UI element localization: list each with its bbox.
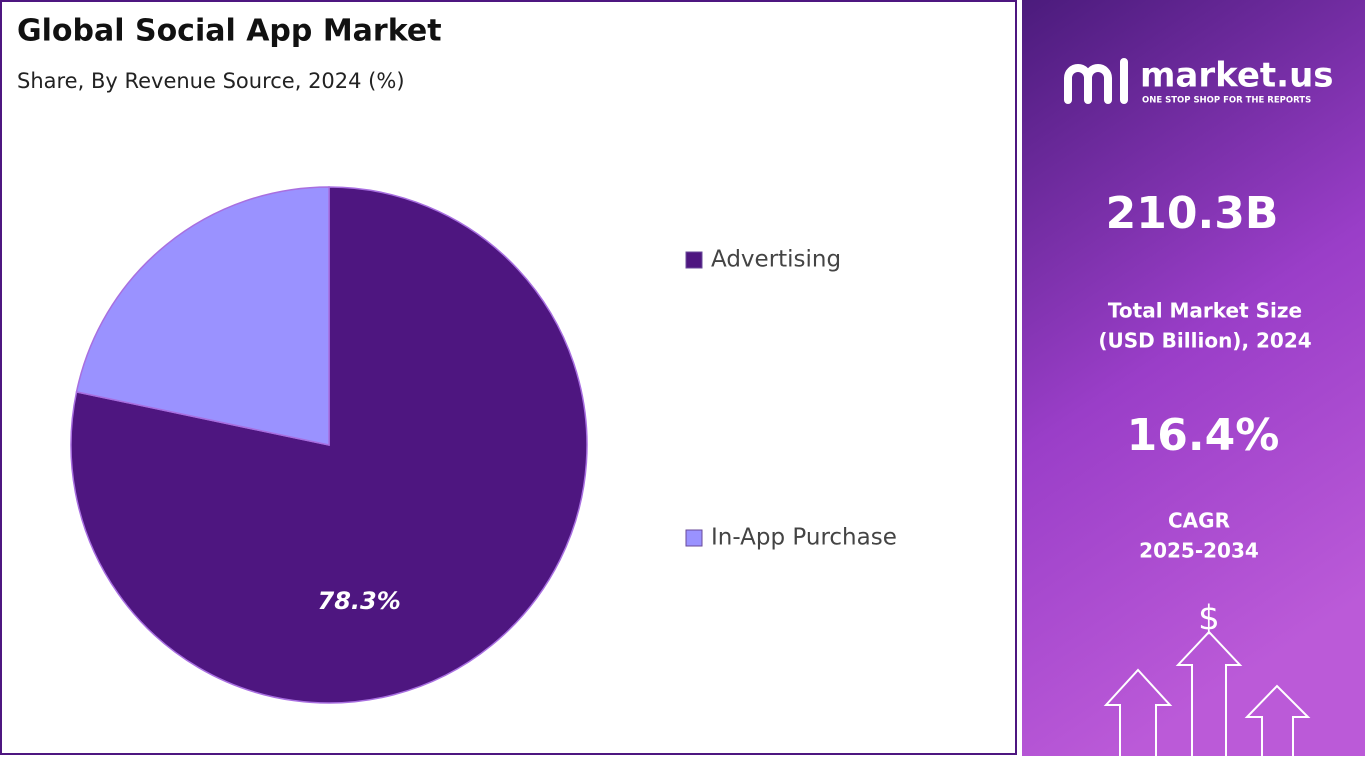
pie-slice	[75, 186, 330, 446]
legend-swatch	[685, 529, 703, 547]
chart-title: Global Social App Market	[17, 14, 442, 49]
growth-arrows	[1103, 630, 1311, 756]
chart-subtitle: Share, By Revenue Source, 2024 (%)	[17, 69, 405, 93]
brand-tagline: ONE STOP SHOP FOR THE REPORTS	[1142, 96, 1311, 106]
legend-label: In-App Purchase	[711, 525, 897, 551]
data-label: 78.3%	[318, 587, 401, 615]
stat-value: 16.4%	[1127, 410, 1280, 461]
legend-label: Advertising	[711, 247, 841, 273]
brand-name: market.us	[1140, 56, 1334, 96]
stat-label: (USD Billion), 2024	[1098, 329, 1311, 353]
stat-value: 210.3B	[1106, 188, 1279, 239]
stat-label: Total Market Size	[1108, 299, 1302, 323]
legend-swatch	[685, 251, 703, 269]
pie: 78.3%	[70, 186, 588, 704]
dollar-icon: $	[1198, 599, 1220, 639]
stat-label: CAGR	[1168, 509, 1230, 533]
sidebar	[1022, 0, 1365, 756]
stat-label: 2025-2034	[1139, 539, 1259, 563]
pie-slice	[70, 186, 588, 704]
brand-logo	[1064, 58, 1128, 104]
